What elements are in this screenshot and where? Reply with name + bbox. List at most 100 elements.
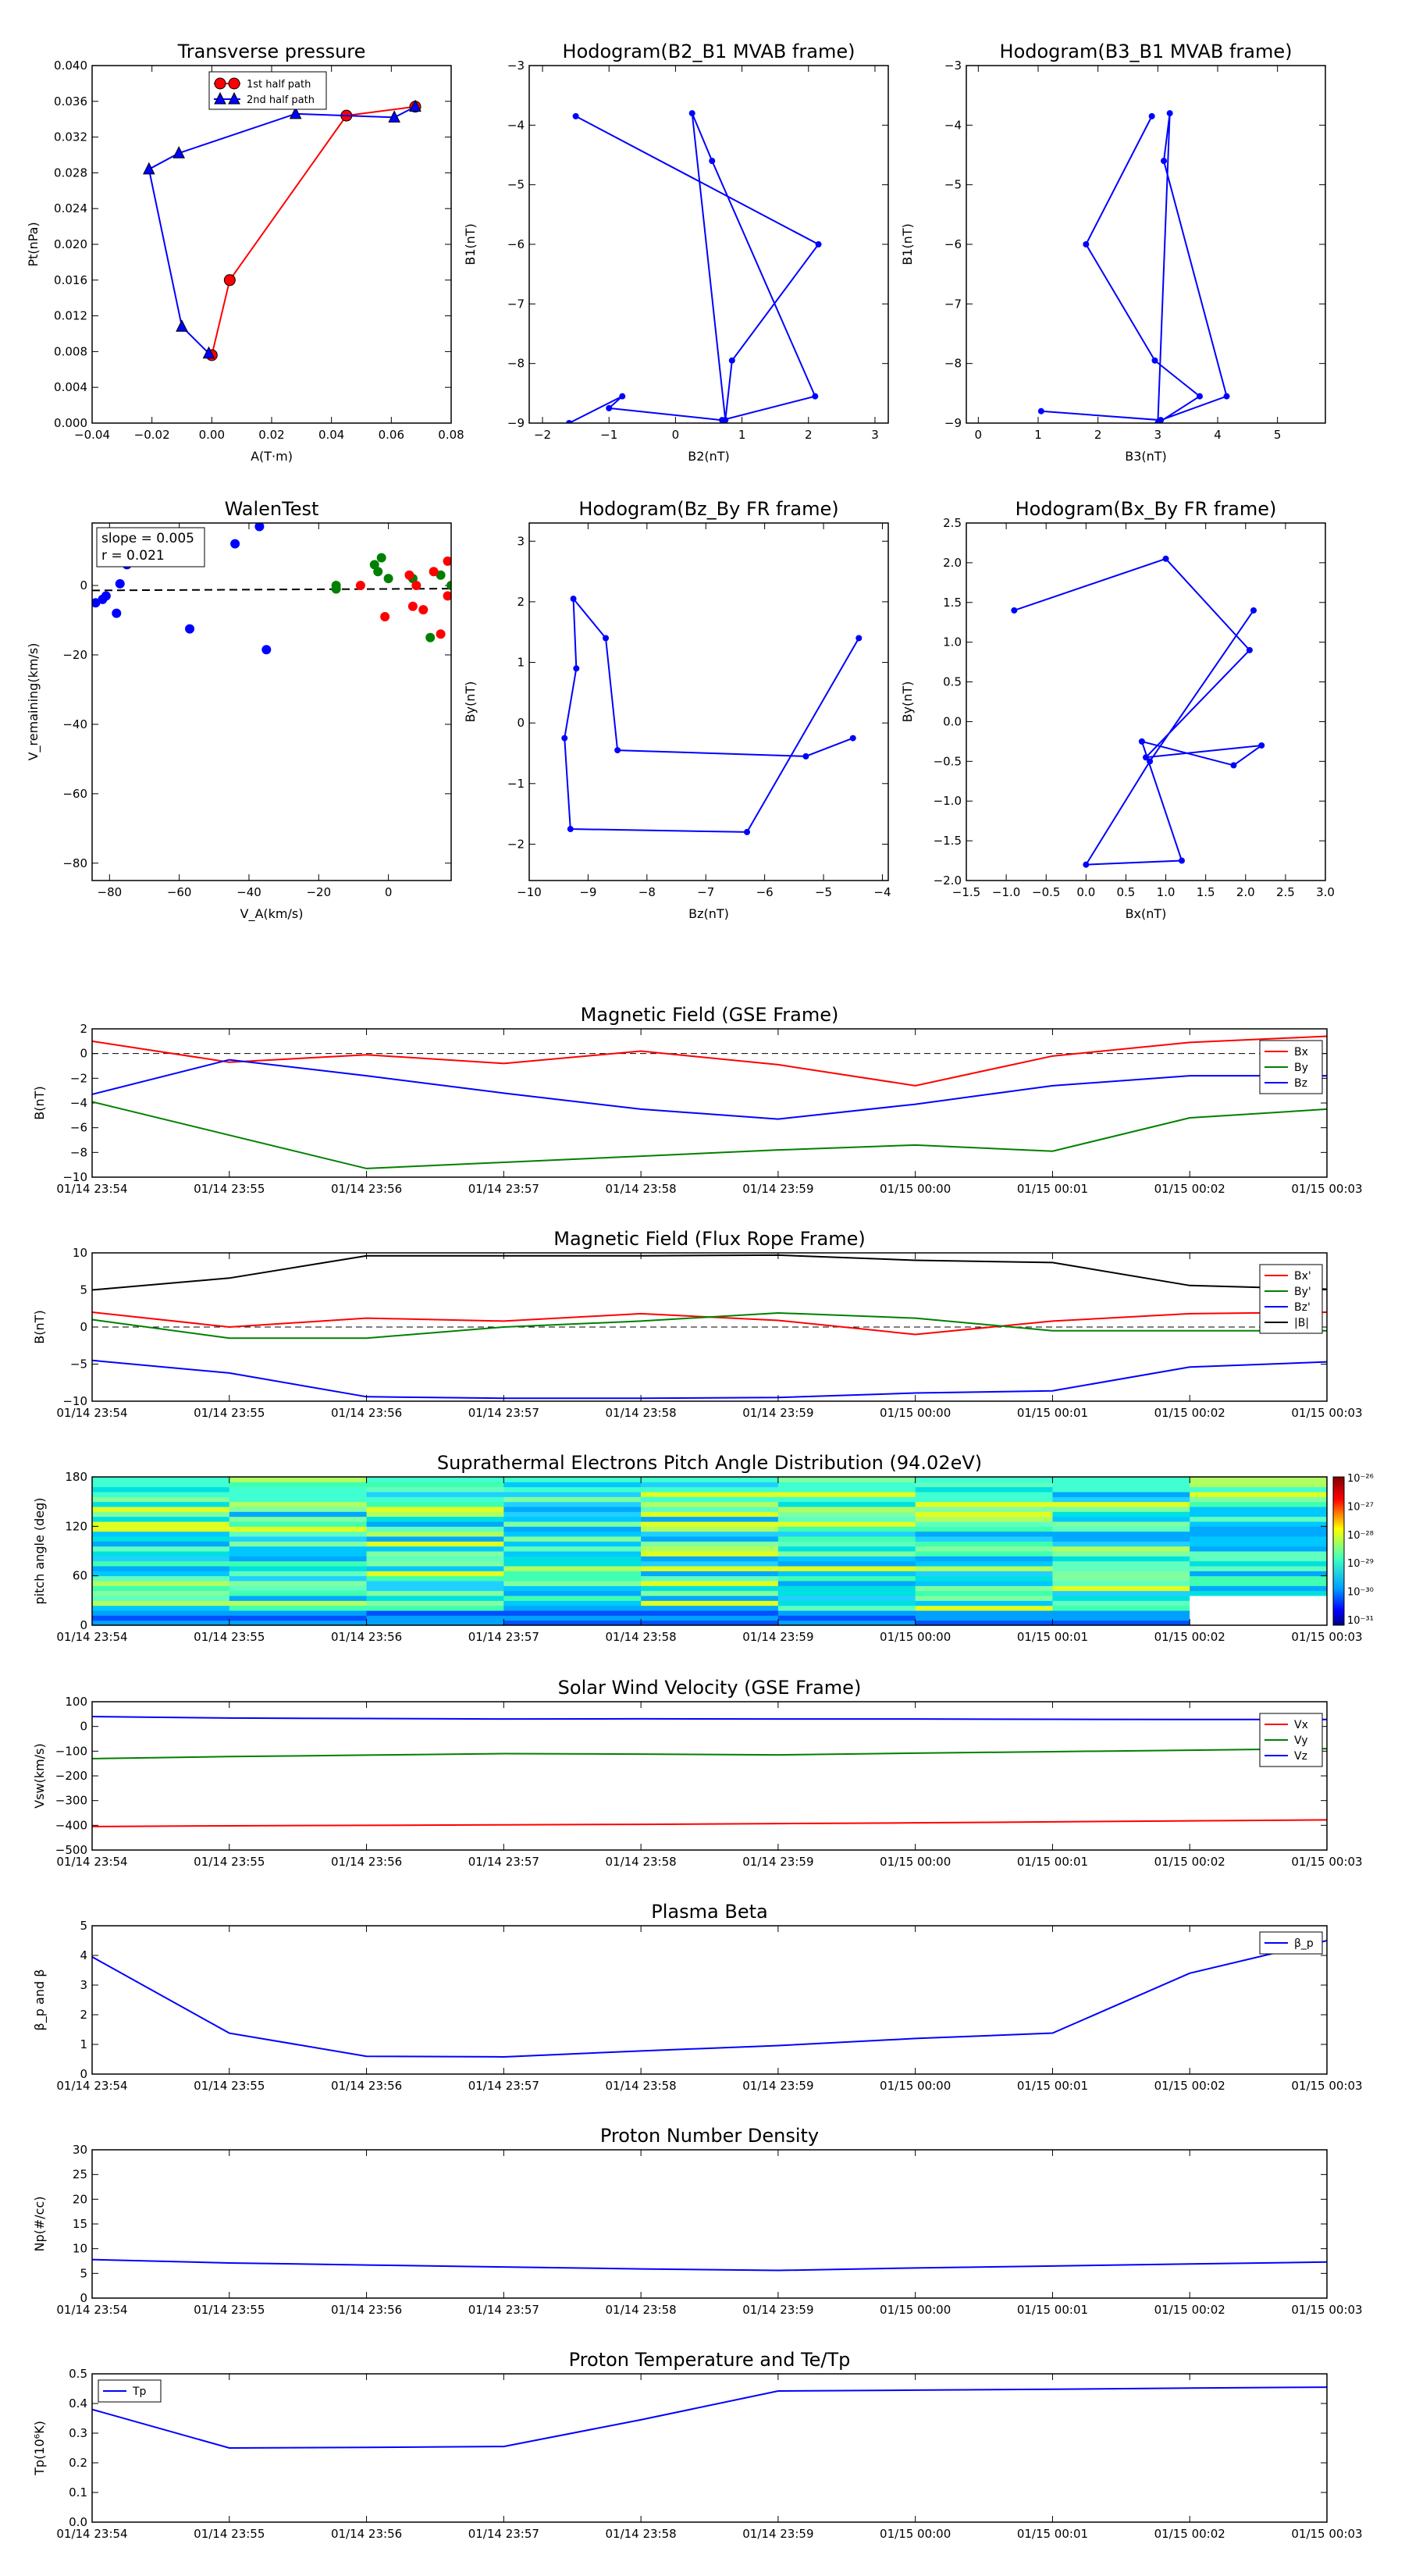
data-point — [228, 77, 240, 90]
heatmap-cell — [777, 1546, 916, 1552]
x-tick-label: 01/14 23:56 — [331, 1182, 402, 1196]
heatmap-cell — [915, 1482, 1053, 1488]
heatmap-cell — [92, 1571, 230, 1577]
data-point — [561, 735, 568, 742]
x-tick-label: 01/14 23:56 — [331, 1855, 402, 1869]
heatmap-cell — [229, 1536, 368, 1542]
heatmap-cell — [915, 1551, 1053, 1557]
heatmap-cell — [1052, 1541, 1190, 1547]
heatmap-cell — [1190, 1546, 1328, 1552]
heatmap-cell — [503, 1596, 642, 1601]
heatmap-cell — [503, 1501, 642, 1507]
heatmap-cell — [1052, 1507, 1190, 1512]
heatmap-cell — [92, 1605, 230, 1611]
series-line — [91, 1819, 1328, 1827]
heatmap-cell — [915, 1507, 1053, 1512]
heatmap-cell — [229, 1571, 368, 1577]
x-tick-label: 3 — [1154, 428, 1162, 442]
x-axis-label: V_A(km/s) — [240, 906, 304, 922]
scatter-point — [112, 608, 122, 618]
heatmap-cell — [229, 1556, 368, 1562]
heatmap-cell — [915, 1605, 1053, 1611]
axes-frame — [91, 65, 452, 424]
x-tick-label: 01/14 23:59 — [742, 2079, 813, 2093]
heatmap-cell — [366, 1536, 504, 1542]
heatmap-cell — [229, 1531, 368, 1537]
chart-tp: −0.04 −0.02 0.00 0.02 0.04 0.06 0.08 0.000 0.004… — [26, 41, 464, 464]
x-tick-label: 01/14 23:59 — [742, 1855, 813, 1869]
heatmap-cell — [503, 1486, 642, 1493]
x-tick-label: −2 — [534, 428, 551, 442]
heatmap-cell — [366, 1507, 504, 1512]
y-tick-label: 1 — [80, 2037, 87, 2051]
heatmap-cell — [92, 1521, 230, 1527]
y-tick-label: −1.0 — [934, 794, 962, 808]
heatmap-cell — [915, 1477, 1053, 1482]
data-point — [606, 404, 613, 411]
x-tick-label: −40 — [237, 885, 261, 899]
series-line — [91, 1940, 1328, 2058]
annotation-box — [96, 527, 205, 568]
plot-area — [1037, 110, 1230, 423]
y-axis-label: pitch angle (deg) — [32, 1497, 47, 1604]
heatmap-cell — [92, 1507, 230, 1512]
data-point — [289, 106, 302, 119]
y-tick-label: −200 — [55, 1769, 87, 1783]
x-tick-label: 01/14 23:55 — [194, 2303, 265, 2317]
data-point — [223, 274, 236, 286]
scatter-point — [373, 567, 383, 577]
heatmap-cell — [915, 1600, 1053, 1606]
x-tick-label: 01/15 00:02 — [1154, 1855, 1225, 1869]
y-tick-label: −0.5 — [934, 754, 962, 768]
annotation-text: r = 0.021 — [101, 548, 165, 564]
x-tick-label: −1 — [600, 428, 617, 442]
heatmap-cell — [915, 1521, 1053, 1527]
heatmap-cell — [1052, 1610, 1190, 1616]
axes-frame — [91, 2373, 1328, 2523]
scatter-point — [355, 581, 365, 591]
heatmap-cell — [229, 1516, 368, 1522]
heatmap-cell — [777, 1516, 916, 1522]
heatmap-cell — [1052, 1536, 1190, 1542]
heatmap-cell — [503, 1482, 642, 1488]
heatmap-cell — [503, 1585, 642, 1592]
x-tick-label: 5 — [1274, 428, 1282, 442]
x-tick-label: 01/14 23:55 — [194, 1182, 265, 1196]
fit-line — [92, 588, 451, 592]
x-tick-label: 01/14 23:59 — [742, 1630, 813, 1644]
y-axis-label: β_p and β — [32, 1969, 48, 2031]
series-line — [91, 2386, 1328, 2450]
heatmap-cell — [777, 1620, 916, 1626]
heatmap-cell — [1190, 1496, 1328, 1503]
y-tick-label: −400 — [55, 1818, 87, 1832]
legend-entry: 2nd half path — [247, 94, 315, 106]
data-point — [214, 91, 226, 105]
heatmap-cell — [777, 1560, 916, 1567]
y-tick-label: −2.0 — [934, 873, 962, 888]
heatmap-cell — [915, 1590, 1053, 1596]
y-tick-label: 0 — [517, 716, 525, 730]
heatmap-cell — [641, 1566, 779, 1571]
x-tick-label: 01/14 23:57 — [468, 1406, 539, 1420]
heatmap-cell — [92, 1620, 230, 1626]
x-tick-label: 4 — [1214, 428, 1222, 442]
heatmap-cell — [92, 1546, 230, 1552]
y-axis-label: Np(#/cc) — [32, 2197, 47, 2252]
colorbar-tick-label: 10⁻³⁰ — [1347, 1587, 1374, 1599]
heatmap-cell — [366, 1541, 504, 1547]
heatmap-cell — [229, 1501, 368, 1507]
heatmap-cell — [1052, 1496, 1190, 1503]
data-point — [603, 635, 610, 642]
data-point — [1148, 112, 1155, 119]
heatmap-cell — [641, 1581, 779, 1586]
x-tick-label: 0.06 — [379, 428, 404, 442]
heatmap-cell — [1052, 1571, 1190, 1577]
x-tick-label: −1.0 — [992, 885, 1020, 899]
series-line — [568, 112, 820, 423]
y-tick-label: −6 — [507, 237, 525, 251]
heatmap-cell — [229, 1575, 368, 1582]
y-tick-label: 15 — [73, 2217, 87, 2231]
scatter-point — [418, 605, 429, 615]
y-tick-label: −5 — [944, 178, 962, 192]
y-tick-label: −4 — [507, 118, 525, 132]
